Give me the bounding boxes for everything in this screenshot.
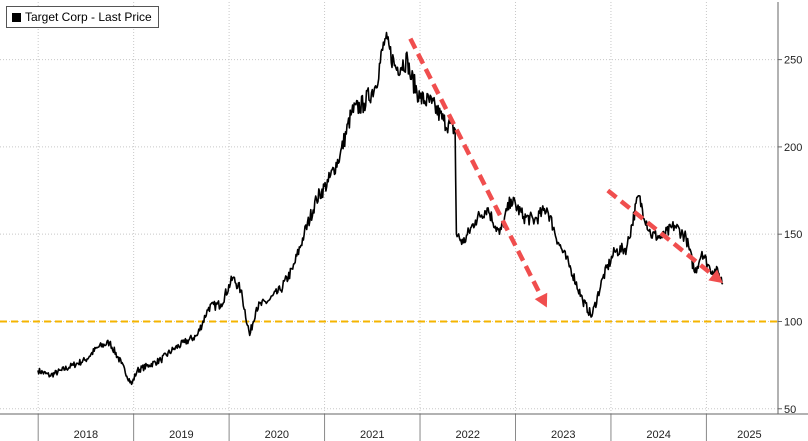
y-tick-label: 150 — [784, 229, 802, 241]
annotation-group — [408, 37, 723, 308]
x-tick-label: 2019 — [169, 429, 193, 441]
x-tick-label: 2018 — [74, 429, 98, 441]
trend-arrow-shaft — [408, 37, 543, 297]
legend-swatch-icon — [12, 12, 21, 22]
chart-legend: Target Corp - Last Price — [6, 6, 159, 28]
legend-label: Target Corp - Last Price — [25, 10, 152, 24]
x-tick-label: 2025 — [737, 429, 761, 441]
y-tick-label: 100 — [784, 316, 802, 328]
x-tick-label: 2022 — [456, 429, 480, 441]
y-tick-label: 50 — [784, 404, 796, 416]
trend-arrow-head — [534, 292, 548, 308]
x-tick-label: 2023 — [551, 429, 575, 441]
trend-arrow-shaft — [606, 188, 715, 277]
trend-arrow-head — [708, 269, 723, 284]
y-tick-label: 250 — [784, 55, 802, 67]
grid-lines — [0, 2, 778, 414]
y-tick-label: 200 — [784, 142, 802, 154]
x-tick-label: 2024 — [646, 429, 670, 441]
x-tick-label: 2021 — [360, 429, 384, 441]
series-group — [37, 31, 724, 386]
x-tick-label: 2020 — [265, 429, 289, 441]
series-line — [37, 31, 724, 386]
